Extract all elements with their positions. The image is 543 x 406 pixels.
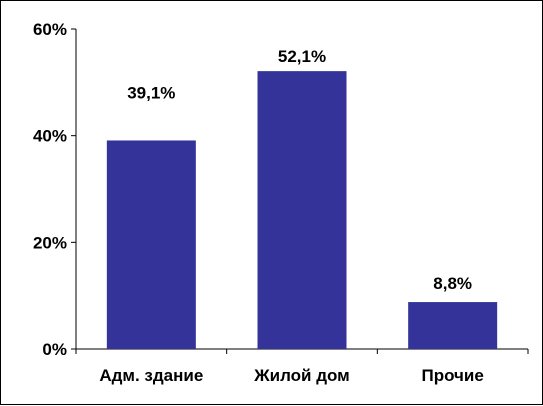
category-label: Адм. здание	[99, 366, 203, 385]
category-label: Жилой дом	[253, 366, 349, 385]
y-tick-label: 20%	[33, 233, 67, 252]
y-tick-label: 0%	[42, 340, 67, 359]
category-label: Прочие	[421, 366, 483, 385]
y-tick-label: 40%	[33, 127, 67, 146]
data-label: 52,1%	[278, 47, 326, 66]
data-label: 39,1%	[127, 83, 175, 102]
data-label: 8,8%	[433, 274, 472, 293]
y-tick-label: 60%	[33, 20, 67, 39]
bar	[106, 140, 196, 349]
bar	[408, 302, 498, 349]
bars	[106, 71, 498, 349]
labels: 0% 20% 40% 60% 39,1% Адм. здание 52,1% Жилой до…	[33, 20, 484, 385]
bar	[257, 71, 347, 349]
